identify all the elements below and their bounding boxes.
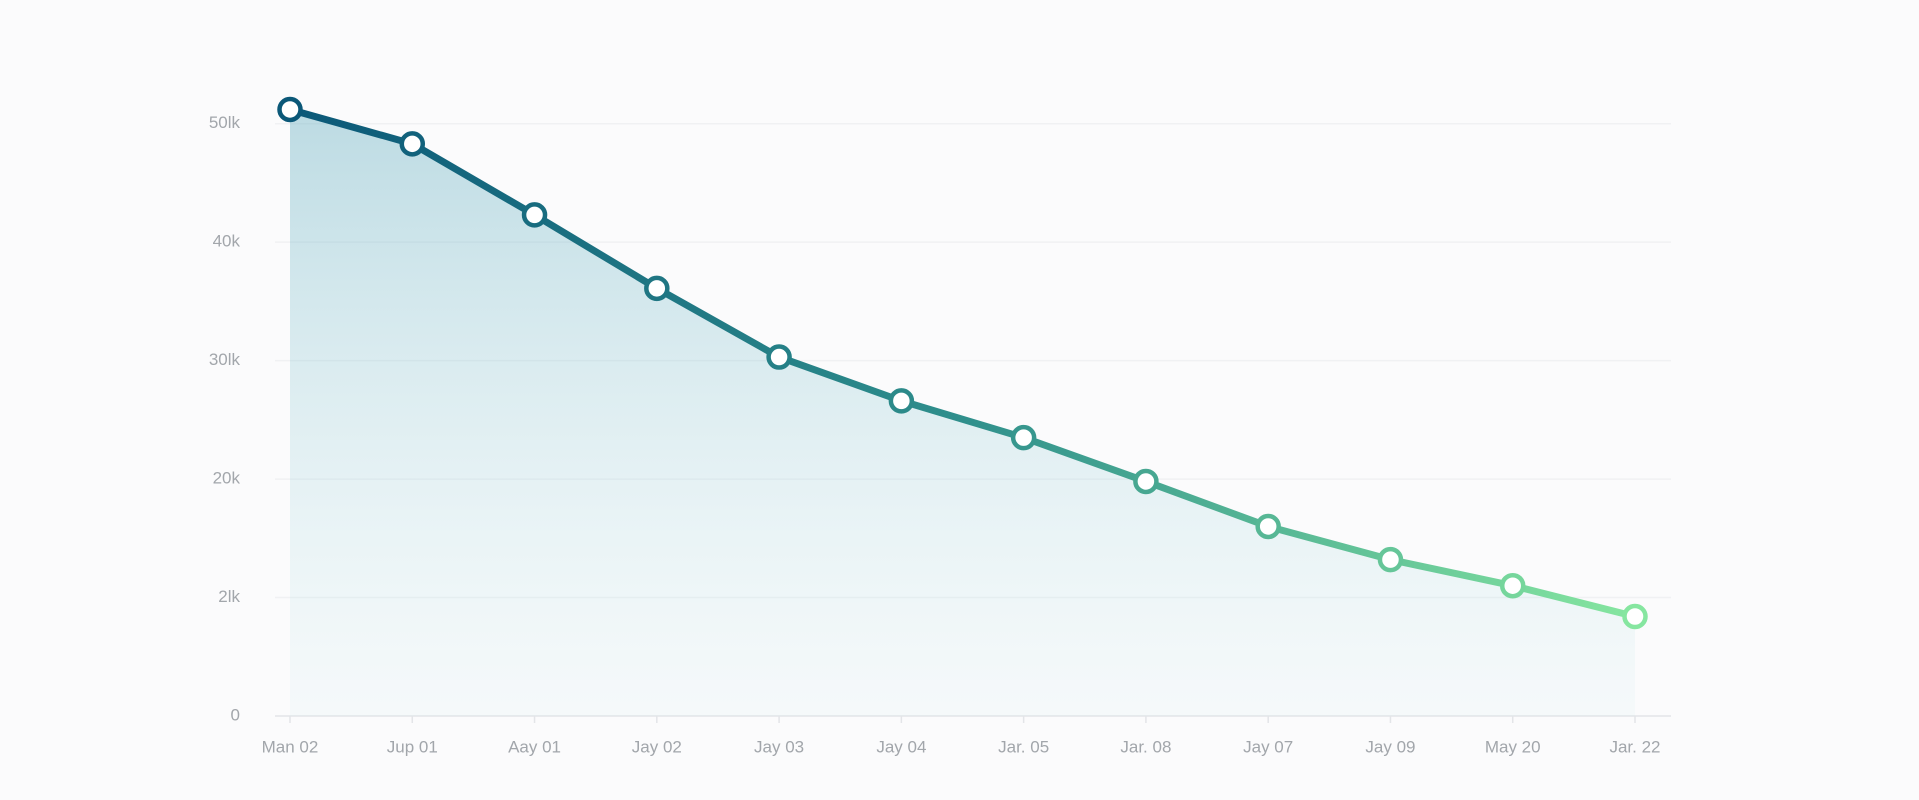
x-tick-label: Jay 03 [754, 737, 804, 756]
point-marker [1377, 546, 1404, 573]
y-tick-label: 50lk [209, 113, 241, 132]
x-tick-label: Jay 04 [876, 737, 926, 756]
x-tick-label: Jar. 22 [1609, 737, 1660, 756]
x-tick-label: Aay 01 [508, 737, 561, 756]
point-marker [1010, 424, 1037, 451]
point-marker [1133, 468, 1159, 495]
point-marker [766, 344, 792, 370]
point-marker [1622, 603, 1648, 630]
x-tick-label: May 20 [1485, 737, 1541, 756]
area [290, 109, 1635, 716]
point-marker [399, 131, 426, 157]
y-tick-label: 2lk [218, 587, 240, 606]
line [286, 105, 1639, 620]
y-tick-label: 40k [213, 232, 241, 251]
point-marker [1499, 572, 1526, 599]
x-tick-label: Jar. 08 [1120, 737, 1171, 756]
x-tick-label: Jay 07 [1243, 737, 1293, 756]
y-tick-label: 0 [231, 705, 240, 724]
y-tick-label: 20k [213, 469, 241, 488]
y-tick-label: 30lk [209, 350, 241, 369]
point-marker [1255, 513, 1281, 540]
x-tick-label: Jar. 05 [998, 737, 1049, 756]
point-marker [277, 96, 303, 123]
point-marker [521, 202, 548, 228]
point-marker [644, 275, 670, 302]
x-tick-label: Man 02 [262, 737, 319, 756]
point-marker [888, 388, 915, 414]
x-tick-label: Jup 01 [387, 737, 438, 756]
x-tick-label: Jay 09 [1365, 737, 1415, 756]
x-tick-label: Jay 02 [632, 737, 682, 756]
